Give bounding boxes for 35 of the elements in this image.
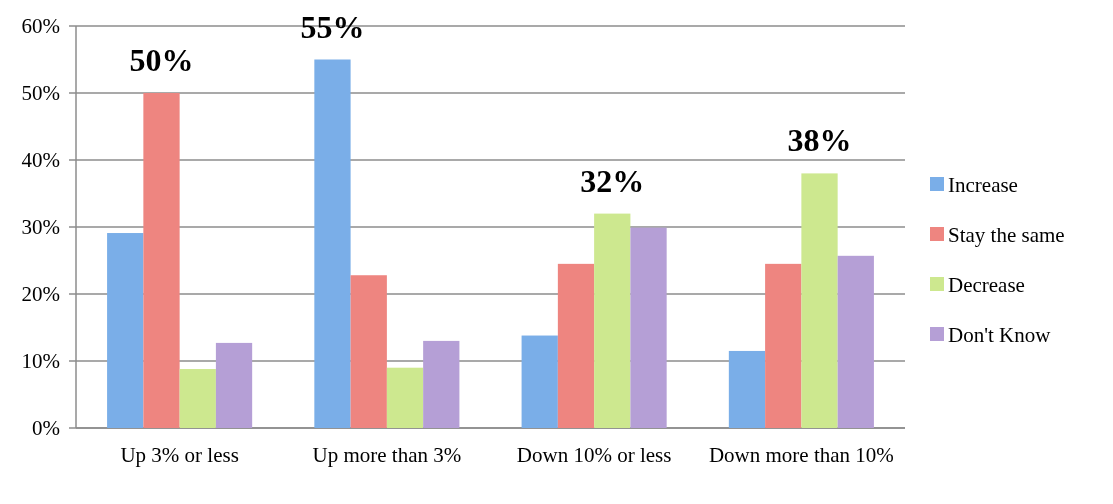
bar [423,340,460,428]
legend-label: Don't Know [948,323,1052,348]
data-label: 32% [580,162,645,199]
y-tick-label: 30% [21,215,60,240]
bar [143,93,180,428]
y-tick-label: 10% [21,349,60,374]
y-tick-label: 20% [21,282,60,307]
y-tick-label: 50% [21,81,60,106]
x-tick-label: Down more than 10% [708,443,894,467]
x-tick-label: Up 3% or less [120,443,239,467]
bar [314,59,351,428]
bar [350,275,387,428]
bar [179,369,216,428]
legend-label: Decrease [948,273,1025,298]
x-tick-label: Up more than 3% [312,443,462,467]
bar [557,263,595,428]
data-label: 50% [129,42,194,78]
y-tick-label: 0% [32,416,60,441]
bar [728,350,766,428]
bar [386,367,424,428]
bar [215,342,253,428]
bar [837,255,874,428]
x-tick-label: Down 10% or less [516,443,672,467]
legend-label: Stay the same [948,223,1065,248]
bar [594,213,631,428]
data-label: 38% [787,122,852,159]
data-label: 55% [300,8,365,45]
bar [521,335,558,428]
y-tick-label: 60% [21,14,60,39]
bar [107,233,144,428]
bar [630,227,667,428]
bar [765,263,802,428]
bar [801,173,838,428]
y-tick-label: 40% [21,148,60,173]
legend-label: Increase [948,173,1018,198]
